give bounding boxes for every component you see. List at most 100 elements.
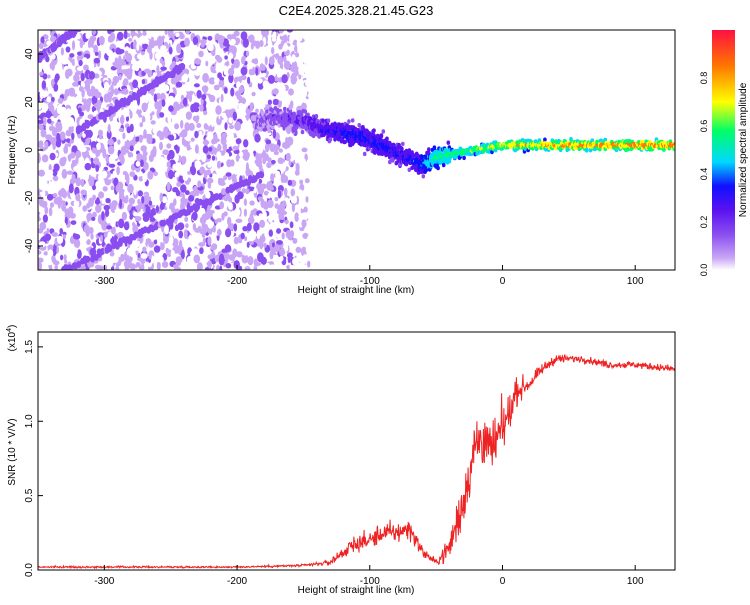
- spectrogram-cell: [237, 110, 242, 116]
- spectrogram-cell: [92, 147, 97, 154]
- spectrogram-cell: [102, 186, 108, 192]
- spectrogram-stripe-cell: [161, 219, 167, 227]
- spectrogram-cell: [235, 154, 240, 162]
- spectrogram-cell: [120, 253, 125, 262]
- spectrogram-cell: [206, 113, 211, 119]
- spectrogram-cell: [69, 53, 75, 58]
- spectrogram-cell: [91, 176, 95, 187]
- spectrogram-cell: [86, 212, 93, 222]
- spectrogram-cell: [110, 185, 115, 191]
- spectrogram-cell: [207, 43, 214, 52]
- spectrogram-stripe-cell: [86, 17, 91, 24]
- spectrogram-cell: [54, 75, 59, 84]
- spectrogram-cell: [50, 53, 56, 60]
- x-tick-label: -200: [227, 576, 247, 587]
- spectrogram-cell: [267, 74, 275, 84]
- spectrogram-cell: [258, 213, 263, 219]
- spectrogram-cell: [259, 63, 264, 71]
- spectrogram-ridge-cell: [288, 105, 293, 111]
- spectrogram-cell: [111, 200, 118, 207]
- spectrogram-cell: [278, 96, 284, 101]
- spectrogram-cell: [174, 171, 180, 178]
- spectrogram-ridge-cell: [462, 155, 466, 161]
- spectrogram-stripe-cell: [85, 255, 91, 263]
- spectrogram-cell: [84, 80, 90, 85]
- spectrogram-cell: [127, 183, 134, 194]
- spectrogram-cell: [167, 134, 175, 140]
- spectrogram-cell: [219, 181, 226, 186]
- spectrogram-cell: [137, 53, 142, 60]
- spectrogram-ridge-cell: [286, 129, 291, 135]
- spectrogram-cell: [217, 34, 225, 45]
- spectrogram-cell: [56, 59, 62, 70]
- spectrogram-ridge-cell: [267, 128, 271, 133]
- spectrogram-cell: [232, 145, 240, 150]
- spectrogram-cell: [61, 202, 67, 212]
- spectrogram-cell: [129, 157, 135, 164]
- spectrogram-cell: [72, 81, 79, 87]
- spectrogram-cell: [80, 189, 87, 196]
- spectrogram-cell: [224, 122, 228, 131]
- spectrogram-stripe-cell: [78, 21, 83, 28]
- spectrogram-cell: [159, 112, 165, 118]
- spectrogram-cell: [246, 130, 253, 138]
- spectrogram-cell: [236, 95, 243, 101]
- spectrogram-cell: [283, 34, 288, 44]
- spectrogram-cell: [311, 55, 316, 61]
- spectrogram-cell: [288, 160, 292, 166]
- spectrogram-cell: [226, 210, 233, 218]
- spectrogram-cell: [42, 214, 49, 223]
- spectrogram-stripe-cell: [87, 16, 92, 23]
- spectrogram-cell: [300, 79, 304, 89]
- spectrogram-cell: [60, 254, 64, 261]
- spectrogram-cell: [80, 146, 87, 153]
- spectrogram-cell: [124, 264, 129, 270]
- spectrogram-cell: [80, 178, 85, 187]
- spectrogram-cell: [242, 247, 249, 256]
- spectrogram-cell: [257, 196, 263, 201]
- spectrogram-cell: [160, 240, 165, 251]
- spectrogram-cell: [281, 247, 285, 257]
- spectrogram-cell: [77, 107, 82, 115]
- spectrogram-cell: [130, 263, 136, 270]
- spectrogram-cell: [150, 235, 157, 241]
- spectrogram-cell: [275, 170, 281, 180]
- spectrogram-cell: [132, 221, 136, 227]
- spectrogram-x-label: Height of straight line (km): [298, 285, 415, 296]
- spectrogram-cell: [46, 96, 52, 103]
- spectrogram-cell: [199, 104, 204, 112]
- spectrogram-cell: [193, 44, 198, 52]
- spectrogram-cell: [268, 264, 276, 270]
- spectrogram-cell: [239, 75, 247, 81]
- spectrogram-cell: [302, 254, 309, 262]
- spectrogram-cell: [229, 132, 234, 142]
- spectrogram-cell: [270, 214, 277, 221]
- spectrogram-cell: [44, 34, 49, 40]
- spectrogram-cell: [190, 137, 195, 142]
- spectrogram-cell: [287, 187, 291, 198]
- spectrogram-cell: [47, 244, 54, 249]
- spectrogram-cell: [273, 43, 278, 48]
- spectrogram-cell: [311, 91, 317, 98]
- spectrogram-cell: [57, 137, 61, 146]
- spectrogram-cell: [95, 164, 100, 172]
- spectrogram-cell: [318, 42, 324, 47]
- spectrogram-cell: [101, 211, 105, 221]
- spectrogram-cell: [168, 169, 174, 180]
- spectrogram-cell: [209, 94, 216, 103]
- spectrogram-cell: [266, 162, 272, 169]
- spectrogram-cell: [212, 212, 219, 220]
- spectrogram-cell: [117, 112, 122, 118]
- spectrogram-cell: [287, 254, 291, 264]
- spectrogram-cell: [159, 141, 163, 151]
- spectrogram-cell: [108, 259, 113, 268]
- spectrogram-cell: [278, 30, 284, 34]
- spectrogram-cell: [262, 80, 269, 88]
- spectrogram-cell: [247, 35, 255, 41]
- spectrogram-cell: [159, 202, 165, 211]
- y-tick-label: 1.5: [24, 339, 35, 353]
- spectrogram-cell: [98, 129, 103, 137]
- spectrogram-cell: [64, 259, 68, 264]
- snr-y-label: SNR (10 * V/V): [7, 418, 18, 485]
